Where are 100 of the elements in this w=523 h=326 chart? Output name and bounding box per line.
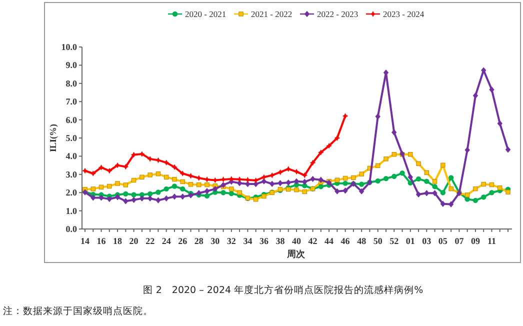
point	[131, 178, 136, 183]
point	[334, 188, 340, 194]
point	[440, 162, 446, 168]
point	[164, 186, 169, 192]
x-tick-label: 22	[146, 236, 156, 246]
point	[285, 166, 292, 172]
point	[163, 160, 170, 166]
x-tick-label: 11	[487, 236, 496, 246]
point	[90, 170, 96, 176]
point	[302, 178, 308, 185]
point	[359, 172, 364, 176]
point	[310, 160, 316, 166]
point	[497, 120, 502, 127]
point	[123, 191, 128, 196]
point	[204, 188, 210, 194]
point	[188, 182, 194, 187]
point	[342, 180, 348, 186]
y-axis-title: ILI(%)	[48, 124, 58, 152]
point	[212, 186, 218, 192]
point	[180, 170, 186, 176]
point	[408, 152, 413, 157]
point	[334, 178, 340, 182]
legend-label: 2023 - 2024	[383, 9, 425, 19]
point	[172, 176, 177, 182]
x-tick-label: 42	[308, 236, 318, 246]
point	[448, 186, 454, 192]
point	[123, 198, 128, 204]
point	[318, 184, 324, 190]
point	[416, 161, 421, 166]
y-tick-label: 9.0	[66, 60, 78, 70]
point	[90, 186, 96, 192]
x-tick-label: 03	[422, 236, 432, 246]
point	[464, 146, 470, 154]
x-tick-label: 01	[406, 236, 416, 246]
point	[448, 175, 454, 180]
x-tick-label: 05	[438, 236, 448, 246]
point	[326, 142, 332, 149]
point	[342, 113, 348, 119]
point	[123, 182, 128, 188]
x-tick-label: 20	[129, 236, 139, 246]
point	[472, 92, 478, 99]
point	[148, 172, 152, 178]
point	[204, 182, 210, 188]
point	[220, 182, 226, 188]
point	[114, 194, 120, 200]
x-tick-label: 09	[470, 236, 480, 246]
point	[302, 172, 308, 178]
point	[180, 186, 186, 192]
x-tick-label: 28	[194, 236, 204, 246]
point	[480, 194, 486, 200]
y-tick-label: 7.0	[66, 96, 78, 107]
legend-label: 2020 - 2021	[185, 9, 226, 19]
point	[236, 180, 242, 186]
point	[220, 190, 226, 196]
point	[98, 194, 104, 201]
point	[253, 180, 258, 188]
point	[114, 162, 120, 168]
point	[432, 179, 438, 184]
point	[277, 169, 284, 176]
x-tick-label: 38	[276, 236, 286, 246]
point	[286, 179, 291, 186]
x-tick-label: 44	[324, 236, 334, 246]
point	[424, 170, 430, 175]
y-tick-label: 8.0	[66, 78, 78, 88]
point	[115, 181, 120, 186]
y-tick-label: 6.0	[66, 114, 78, 125]
x-tick-label: 46	[340, 236, 350, 246]
point	[245, 180, 250, 188]
x-tick-label: 14	[80, 236, 90, 246]
x-tick-label: 18	[113, 236, 123, 246]
point	[383, 176, 389, 182]
point	[180, 194, 186, 200]
point	[229, 186, 234, 192]
point	[384, 156, 388, 162]
point	[106, 196, 112, 202]
x-tick-label: 16	[96, 236, 106, 246]
point	[505, 146, 511, 153]
point	[506, 190, 510, 194]
point	[489, 182, 494, 188]
point	[489, 86, 494, 93]
point	[489, 190, 494, 196]
x-tick-label: 24	[162, 236, 172, 246]
point	[358, 182, 364, 187]
point	[139, 195, 145, 202]
point	[351, 175, 356, 180]
point	[140, 174, 144, 180]
text: 图 2 2020 – 2024 年度北方省份哨点医院报告的流感样病例%	[142, 284, 424, 296]
point	[408, 174, 413, 180]
point	[440, 190, 446, 196]
point	[392, 129, 397, 136]
y-tick-label: 5.0	[66, 133, 78, 143]
point	[375, 113, 380, 120]
point	[464, 192, 470, 198]
x-tick-label: 26	[178, 236, 188, 246]
point	[98, 184, 104, 190]
point	[122, 164, 129, 170]
point	[261, 178, 267, 184]
point	[172, 184, 178, 189]
legend-label: 2022 - 2023	[317, 9, 358, 19]
y-tick-label: 1.0	[66, 206, 78, 216]
